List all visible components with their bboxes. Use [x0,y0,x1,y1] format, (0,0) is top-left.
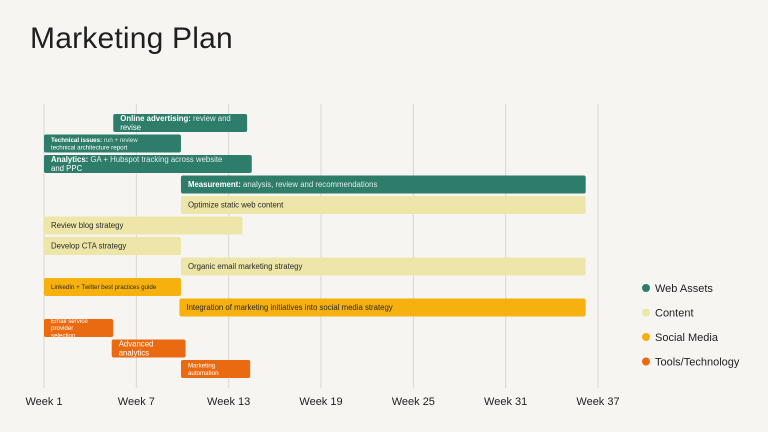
task-bar [180,196,586,214]
x-tick-label: Week 7 [118,396,155,408]
task-bar-group: Develop CTA strategy [44,237,181,255]
task-label: Marketing automation [188,362,219,376]
x-tick-label: Week 37 [576,396,619,408]
x-tick-label: Week 31 [484,396,527,408]
task-label: Measurement: analysis, review and recomm… [188,180,377,189]
task-bar-group: Organic email marketing strategy [180,257,586,276]
task-label: LinkedIn + Twitter best practices guide [51,284,157,291]
task-bar [44,319,114,337]
task-bar [179,298,586,317]
x-tick-label: Week 25 [392,396,435,408]
task-bar-group: Technical issues: run + review technical … [44,134,181,153]
task-bar [113,114,248,132]
task-bars: Online advertising: review and revise Tech… [44,114,586,378]
task-bar-group: Measurement: analysis, review and recomm… [180,175,586,194]
task-label: Integration of marketing initiatives int… [186,303,392,312]
task-label: Review blog strategy [51,221,123,230]
task-label: Organic email marketing strategy [188,262,303,271]
x-tick-label: Week 13 [207,396,250,408]
legend: Web Assets Content Social Media Tools/Techn… [642,283,740,369]
page-title: Marketing Plan [30,22,233,55]
legend-item: Social Media [642,332,719,344]
task-bar-group: Review blog strategy [44,216,243,235]
legend-label: Content [655,308,694,320]
task-label: Technical issues: run + review technical … [51,137,138,151]
x-tick-label: Week 19 [299,396,342,408]
task-bar-group: Advanced analytics [111,339,186,358]
x-tick-label: Week 1 [25,396,62,408]
task-bar [44,278,181,296]
task-bar [44,237,181,255]
legend-swatch [642,308,650,317]
task-label: Analytics: GA + Hubspot tracking across … [51,155,222,173]
legend-swatch [642,357,650,366]
task-bar-group: Analytics: GA + Hubspot tracking across … [44,155,252,173]
legend-item: Web Assets [642,283,713,295]
legend-label: Tools/Technology [655,357,740,369]
legend-label: Social Media [655,332,719,344]
task-bar [180,257,586,276]
task-bar-group: Optimize static web content [180,196,586,214]
task-bar [111,339,186,358]
task-bar [44,134,181,153]
legend-swatch [642,333,650,341]
task-label: Online advertising: review and revise [120,114,231,132]
legend-item: Tools/Technology [642,357,740,369]
task-bar-group: Integration of marketing initiatives int… [179,298,586,317]
task-label: Email service provider selection [51,318,88,340]
task-bar [44,155,252,173]
task-bar-group: Online advertising: review and revise [113,114,248,132]
task-label: Optimize static web content [188,201,284,210]
task-label: Advanced analytics [119,340,154,358]
task-bar [180,360,251,378]
task-label: Develop CTA strategy [51,242,126,251]
legend-item: Content [642,308,694,320]
task-bar-group: Marketing automation [180,360,251,378]
legend-label: Web Assets [655,283,713,295]
task-bar-group: LinkedIn + Twitter best practices guide [44,278,181,296]
x-axis-ticks: Week 1 Week 7 Week 13 Week 19 Week 25 Week 31… [25,396,619,408]
task-bar [180,175,586,194]
task-bar [44,216,243,235]
task-bar-group: Email service provider selection [44,318,114,340]
legend-swatch [642,284,650,292]
